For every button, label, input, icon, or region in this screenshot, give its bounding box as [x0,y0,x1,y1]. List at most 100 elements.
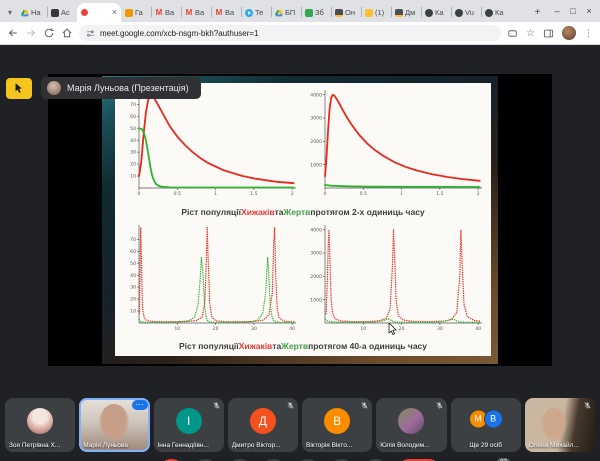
present-button[interactable] [294,459,321,461]
browser-tab[interactable]: Те [241,3,271,22]
mic-muted-button[interactable] [158,459,185,461]
presenter-pill[interactable]: Марія Луньова (Презентація) [41,77,201,99]
svg-text:20: 20 [213,326,219,332]
reactions-button[interactable] [260,459,287,461]
browser-tab[interactable]: M Ва [181,3,211,22]
browser-tab-strip: ▾ На Ас × Га M Ва M Ва M Ва Те БП Зб Он (1) Дм Ка Vu Ка + … [0,0,600,22]
tab-close-icon[interactable]: × [111,7,117,17]
hang-up-button[interactable] [396,459,442,461]
slide-caption-top: Ріст популяції Хижаків та Жертв протягом… [118,204,488,220]
tab-share-icon[interactable] [507,28,518,39]
minimize-button[interactable]: – [554,6,560,16]
svg-text:0: 0 [138,191,141,197]
browser-tab[interactable]: (1) [361,3,391,22]
participant-tile[interactable]: І Інна Геннадіївн... [153,398,224,452]
meet-main-area: Марія Луньова (Презентація) 10 20 30 40 50 60… [0,74,600,461]
participant-tile[interactable]: Юлія Володим... [376,398,447,452]
svg-text:1000: 1000 [310,162,322,168]
browser-tab[interactable]: Vu [451,3,481,22]
svg-text:1: 1 [214,191,217,197]
back-icon[interactable] [7,27,19,39]
side-panel-icon[interactable] [543,28,554,39]
participant-name: Інна Геннадіївн... [157,442,209,449]
caption-text: Ріст популяції [181,206,242,217]
participant-tile[interactable]: Д Дмитро Віктор... [227,398,298,452]
browser-tab[interactable]: M Ва [211,3,241,22]
browser-tab[interactable]: Га [121,3,151,22]
participant-tile[interactable]: Марія Луньова ⋯ [79,398,150,452]
mic-off-icon [287,402,294,409]
browser-tab[interactable]: Ка [421,3,451,22]
participant-name: Вікторія Вікто... [306,442,353,449]
participant-tile[interactable]: М В Ще 29 осіб [450,398,521,452]
tile-menu-badge[interactable]: ⋯ [131,400,148,410]
browser-tab[interactable]: Дм [391,3,421,22]
tab-strip-tabs: На Ас × Га M Ва M Ва M Ва Те БП Зб Он (1) Дм Ка Vu Ка [17,3,528,22]
participant-tile[interactable]: Олена Михайл... [524,398,595,452]
tab-label: Те [255,8,264,17]
tab-search-chevron-icon[interactable]: ▾ [7,8,12,17]
captions-button[interactable] [226,459,253,461]
browser-tab[interactable]: На [17,3,47,22]
browser-menu-icon[interactable]: ⋮ [584,27,593,38]
reload-icon[interactable] [43,27,55,39]
participant-tile[interactable]: В Вікторія Вікто... [302,398,373,452]
tab-label: Дм [405,8,416,17]
tab-label: Га [135,8,143,17]
svg-text:10: 10 [360,326,366,332]
tab-label: На [31,8,41,17]
browser-tab[interactable]: Зб [301,3,331,22]
browser-tab[interactable]: БП [271,3,301,22]
home-icon[interactable] [61,27,73,39]
browser-tab[interactable]: Он [331,3,361,22]
svg-text:20: 20 [130,162,136,168]
svg-text:50: 50 [130,126,136,132]
address-bar[interactable]: meet.google.com/xcb-nsgm-bkh?authuser=1 [79,25,502,41]
browser-tab[interactable]: M Ва [151,3,181,22]
profile-avatar[interactable] [562,26,576,40]
browser-tab[interactable]: Ас [47,3,77,22]
tab-label: (1) [375,8,385,17]
raise-hand-button[interactable] [328,459,355,461]
svg-text:30: 30 [251,326,257,332]
svg-text:60: 60 [130,248,136,254]
site-settings-icon[interactable] [86,29,95,38]
svg-text:20: 20 [130,296,136,302]
tab-label: Ка [435,8,444,17]
bookmark-star-icon[interactable]: ☆ [526,27,535,39]
participant-tile[interactable]: Зоя Петрівна Х... [5,398,76,452]
caption-prey-word: Жертв [281,341,309,351]
mic-off-icon [584,402,591,409]
svg-text:2: 2 [291,191,294,197]
presentation-slide: 10 20 30 40 50 60 70 0 0.5 1 1.5 2 1000 2000 3000 4000… [115,83,491,356]
svg-text:30: 30 [437,326,443,332]
tab-label: Ас [61,8,70,17]
browser-toolbar: meet.google.com/xcb-nsgm-bkh?authuser=1 … [0,22,600,45]
shared-screen-background: 10 20 30 40 50 60 70 0 0.5 1 1.5 2 1000 2000 3000 4000… [102,76,498,364]
browser-tab[interactable]: Ка [481,3,511,22]
forward-icon[interactable] [25,27,37,39]
caption-text: Ріст популяції [178,341,239,351]
svg-text:2: 2 [477,191,480,197]
svg-text:1: 1 [400,191,403,197]
camera-button[interactable] [192,459,219,461]
url-text[interactable]: meet.google.com/xcb-nsgm-bkh?authuser=1 [100,28,259,38]
svg-text:3000: 3000 [310,250,322,256]
tab-label: Ва [165,8,175,17]
extension-pointer-icon[interactable] [6,77,32,99]
svg-text:4000: 4000 [310,227,322,233]
chart-bottom-left: 10 20 30 40 50 60 70 10 20 30 40 [120,220,300,334]
participant-name: Зоя Петрівна Х... [9,442,61,449]
svg-text:20: 20 [399,326,405,332]
mic-off-icon [361,402,368,409]
close-window-button[interactable]: × [586,6,592,16]
svg-text:40: 40 [130,272,136,278]
maximize-button[interactable]: □ [570,6,576,16]
more-options-button[interactable] [362,459,389,461]
tab-label: Ка [495,8,504,17]
new-tab-button[interactable]: + [534,7,541,18]
tab-label: Ва [195,8,205,17]
caption-predators-word: Хижаків [238,341,273,351]
tab-active-meet[interactable]: × [77,3,121,22]
chart-top-right: 1000 2000 3000 4000 0 0.5 1 1.5 2 [306,85,486,199]
